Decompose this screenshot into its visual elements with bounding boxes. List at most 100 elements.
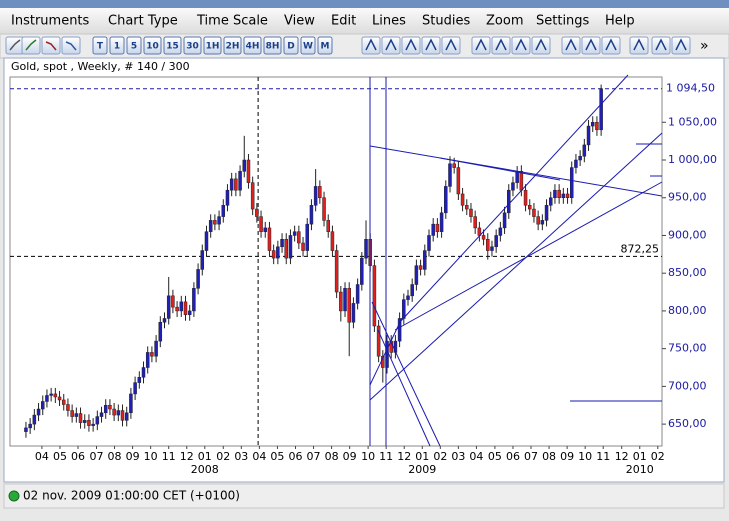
candle-body [582,144,587,157]
candle-body [45,395,49,402]
menu-item[interactable]: Lines [372,14,406,29]
menu-item[interactable]: View [284,14,315,29]
x-tick-label: 01 [198,450,212,463]
menu-item[interactable]: Zoom [486,14,523,29]
icon-button[interactable] [21,36,41,55]
chart-title: Gold, spot , Weekly, # 140 / 300 [11,60,190,73]
candle-body [586,125,591,146]
x-tick-label: 04 [469,450,483,463]
menu-item[interactable]: Instruments [11,14,90,29]
time-button[interactable] [109,36,125,55]
candle-body [82,420,87,423]
icon [45,41,57,51]
time-button-label: 1H [206,42,220,52]
menu-item[interactable]: Settings [536,14,590,29]
candle-body [150,352,154,357]
x-tick-label: 01 [415,450,429,463]
x-tick-label: 11 [379,450,393,463]
icon-button[interactable] [41,36,61,55]
icon [515,38,527,51]
time-button[interactable] [92,36,108,55]
time-button[interactable] [283,36,299,55]
candle-body [536,216,540,225]
x-tick-label: 12 [397,450,411,463]
candle-body [469,208,473,217]
candle-body [452,163,456,168]
candle-body [66,404,70,411]
candle-body [112,408,116,416]
candle-body [544,205,549,221]
time-button[interactable] [126,36,142,55]
time-button-label: M [321,42,330,52]
icon-button[interactable] [5,36,25,55]
y-tick-label: 1 050,00 [668,115,717,128]
icon [9,39,21,51]
candle-body [187,310,192,315]
menu-bar [0,8,729,34]
time-button[interactable] [163,36,182,55]
candle-body [288,235,293,259]
toolbar-more[interactable]: » [700,38,709,54]
candle-body [297,231,301,244]
x-tick-label: 08 [542,450,556,463]
icon [585,38,597,51]
candle-body [481,235,486,240]
menu-item[interactable]: Edit [331,14,356,29]
menu-item[interactable]: Studies [422,14,470,29]
menu-item[interactable]: Time Scale [196,14,268,29]
candle-body [276,246,280,259]
candle-body [284,238,288,259]
plot: 650,00 700,00 750,00 800,00 850,00 900,00 950,… [10,77,719,476]
candle-body [145,352,150,368]
menu-item[interactable]: Chart Type [108,14,178,29]
candle-body [595,122,599,131]
time-button[interactable] [143,36,162,55]
candle-body [414,265,419,285]
candle-body [318,186,322,198]
candle-body [561,193,566,198]
icon-button[interactable] [61,36,81,55]
candle-body [24,427,28,432]
time-button[interactable] [317,36,333,55]
candle-body [250,182,255,210]
candle-body [313,186,318,206]
trend-line [394,181,663,331]
candle-body [242,159,247,172]
time-button[interactable] [203,36,222,55]
time-button[interactable] [223,36,242,55]
candle-body [448,163,452,187]
candle-body [40,401,45,410]
icon [535,38,547,51]
candle-body [330,231,335,251]
candle-body [343,288,347,312]
time-button-label: D [287,42,294,52]
time-button-label: 1 [114,42,120,52]
icon [605,38,617,51]
time-button[interactable] [183,36,202,55]
status-indicator [8,490,20,502]
y-tick-label: 650,00 [668,417,707,430]
candle-body [339,291,343,312]
menu-item[interactable]: Help [605,14,635,29]
icon [495,38,507,51]
candle-body [360,257,364,285]
candle-body [95,416,100,425]
status-text: 02 nov. 2009 01:00:00 CET (+0100) [23,489,240,503]
last-price-label: 1 094,50 [666,82,715,95]
candle-body [238,171,242,191]
time-button[interactable] [243,36,262,55]
candle-body [502,212,507,229]
time-button-label: W [303,42,313,52]
candle-body [204,231,209,251]
time-button[interactable] [300,36,316,55]
candle-body [490,246,494,251]
candle-body [271,250,276,259]
candle-body [217,216,221,225]
candle-body [523,189,528,206]
toolbar-buttons: T 1 5 10 15 30 1H 2H 4H 8H D W M [5,36,691,55]
time-button[interactable] [263,36,282,55]
x-tick-label: 12 [615,450,629,463]
y-tick-label: 800,00 [668,304,707,317]
x-tick-label: 06 [288,450,302,463]
menu: Instruments Chart Type Time Scale View Edit L… [11,14,635,29]
